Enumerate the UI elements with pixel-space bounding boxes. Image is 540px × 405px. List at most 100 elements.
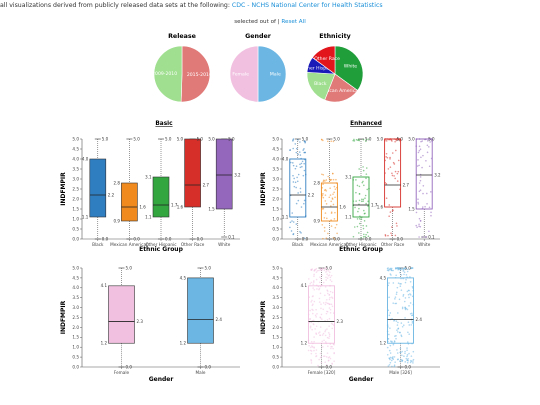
data-point bbox=[396, 172, 399, 175]
data-point bbox=[405, 268, 407, 270]
data-point bbox=[403, 267, 406, 270]
data-point bbox=[404, 352, 406, 355]
box-other-hispanic[interactable]: 5.0 0.0 1.7 3.1 1.1 bbox=[345, 136, 378, 241]
data-point bbox=[406, 270, 409, 273]
data-point bbox=[407, 289, 410, 292]
box-other-race[interactable]: 5.0 0.0 2.7 5.0 1.6 bbox=[377, 136, 410, 241]
data-point bbox=[395, 222, 398, 225]
box-iqr bbox=[187, 277, 214, 344]
data-point bbox=[328, 274, 331, 276]
box-white[interactable]: 5.0 0.1 3.2 5.0 1.5 bbox=[208, 136, 241, 239]
box-plots: 0.00.51.01.52.02.53.03.54.04.55.0INDFMPI… bbox=[60, 136, 441, 383]
data-point bbox=[313, 346, 315, 348]
data-point bbox=[418, 223, 420, 226]
data-point bbox=[410, 355, 413, 357]
data-point bbox=[328, 325, 330, 327]
y-tick-label: 5.0 bbox=[272, 136, 279, 141]
data-point bbox=[404, 350, 406, 353]
source-link[interactable]: CDC - NCHS National Center for Health St… bbox=[231, 2, 383, 9]
box-male-326-[interactable]: 5.0 0.0 2.4 4.5 1.2 bbox=[380, 265, 423, 369]
data-point bbox=[390, 234, 393, 237]
data-point bbox=[387, 340, 389, 343]
panel-title-basic: Basic bbox=[155, 121, 173, 127]
label-max: 5.0 bbox=[228, 136, 235, 141]
pie-slice-2015-2016[interactable] bbox=[180, 45, 211, 103]
data-point bbox=[332, 347, 334, 350]
data-point bbox=[326, 269, 328, 272]
data-point bbox=[303, 158, 306, 161]
box-other-hispanic[interactable]: 5.0 0.0 1.7 3.1 1.1 bbox=[145, 136, 178, 241]
y-tick-label: 4.0 bbox=[72, 285, 79, 290]
data-point bbox=[303, 162, 305, 165]
data-point bbox=[327, 140, 329, 143]
data-point bbox=[399, 271, 401, 274]
data-point bbox=[334, 188, 337, 190]
data-point bbox=[319, 352, 322, 355]
data-point bbox=[415, 138, 418, 140]
box-black[interactable]: 5.0 0.0 2.2 4.0 1.1 bbox=[82, 136, 115, 241]
data-point bbox=[365, 225, 368, 227]
data-point bbox=[389, 327, 391, 329]
pie-slice-2009-2010[interactable] bbox=[153, 45, 183, 103]
box-female-320-[interactable]: 5.0 0.0 2.3 4.1 1.2 bbox=[301, 265, 344, 369]
y-tick-label: 1.0 bbox=[72, 216, 79, 221]
data-point bbox=[391, 317, 393, 320]
data-point bbox=[405, 274, 408, 276]
data-point bbox=[384, 159, 386, 162]
data-point bbox=[331, 291, 334, 294]
data-point bbox=[322, 308, 324, 311]
pie-slice-male[interactable] bbox=[257, 45, 287, 103]
pie-slice-female[interactable] bbox=[229, 45, 259, 103]
data-point bbox=[389, 158, 391, 160]
box-mexican-american[interactable]: 5.0 0.0 1.6 2.8 0.9 bbox=[114, 136, 147, 241]
data-point bbox=[310, 321, 313, 324]
label-min: 0.0 bbox=[205, 364, 212, 369]
data-point bbox=[311, 346, 314, 348]
label-median: 2.3 bbox=[137, 319, 144, 324]
data-point bbox=[412, 267, 414, 269]
data-point bbox=[325, 342, 328, 345]
data-point bbox=[311, 299, 313, 302]
data-point bbox=[401, 268, 403, 271]
box-mexican-american[interactable]: 5.0 0.0 1.6 2.8 0.9 bbox=[314, 136, 347, 241]
box-other-race[interactable]: 5.0 0.0 2.7 5.0 1.6 bbox=[177, 136, 210, 241]
data-point bbox=[319, 331, 321, 333]
box-white[interactable]: 5.0 0.1 3.2 5.0 1.5 bbox=[408, 136, 441, 239]
data-point bbox=[403, 271, 406, 274]
box-black[interactable]: 5.0 0.0 2.2 4.0 1.1 bbox=[282, 136, 315, 241]
pie-slice-mexican-american[interactable] bbox=[324, 73, 359, 103]
data-point bbox=[333, 238, 336, 240]
box-male[interactable]: 5.0 0.0 2.4 4.5 1.2 bbox=[180, 265, 223, 369]
data-point bbox=[331, 305, 334, 308]
data-point bbox=[358, 207, 360, 210]
data-point bbox=[329, 285, 331, 287]
label-q1: 1.2 bbox=[301, 341, 308, 346]
data-point bbox=[325, 356, 328, 358]
data-point bbox=[321, 274, 323, 277]
data-point bbox=[366, 188, 369, 191]
data-point bbox=[309, 318, 311, 320]
data-point bbox=[407, 293, 410, 296]
pie-slice-white[interactable] bbox=[334, 45, 364, 91]
box-female[interactable]: 5.0 0.0 2.3 4.1 1.2 bbox=[101, 265, 144, 369]
data-point bbox=[291, 162, 294, 164]
data-point bbox=[334, 196, 336, 199]
pie-slice-other-race[interactable] bbox=[311, 45, 336, 75]
x-tick-label: Male [326] bbox=[389, 370, 412, 375]
data-point bbox=[307, 349, 310, 352]
reset-all-link[interactable]: Reset All bbox=[281, 19, 306, 25]
data-point bbox=[362, 224, 364, 227]
data-point bbox=[404, 297, 407, 299]
y-tick-label: 1.0 bbox=[272, 216, 279, 221]
data-point bbox=[322, 183, 324, 186]
data-point bbox=[295, 151, 298, 154]
data-point bbox=[390, 274, 392, 276]
data-point bbox=[388, 333, 390, 336]
data-point bbox=[313, 270, 316, 272]
label-min: 0.0 bbox=[197, 236, 204, 241]
data-point bbox=[361, 181, 364, 184]
data-point bbox=[402, 277, 404, 280]
label-median: 2.3 bbox=[337, 319, 344, 324]
data-point bbox=[408, 333, 410, 335]
data-point bbox=[304, 151, 306, 154]
